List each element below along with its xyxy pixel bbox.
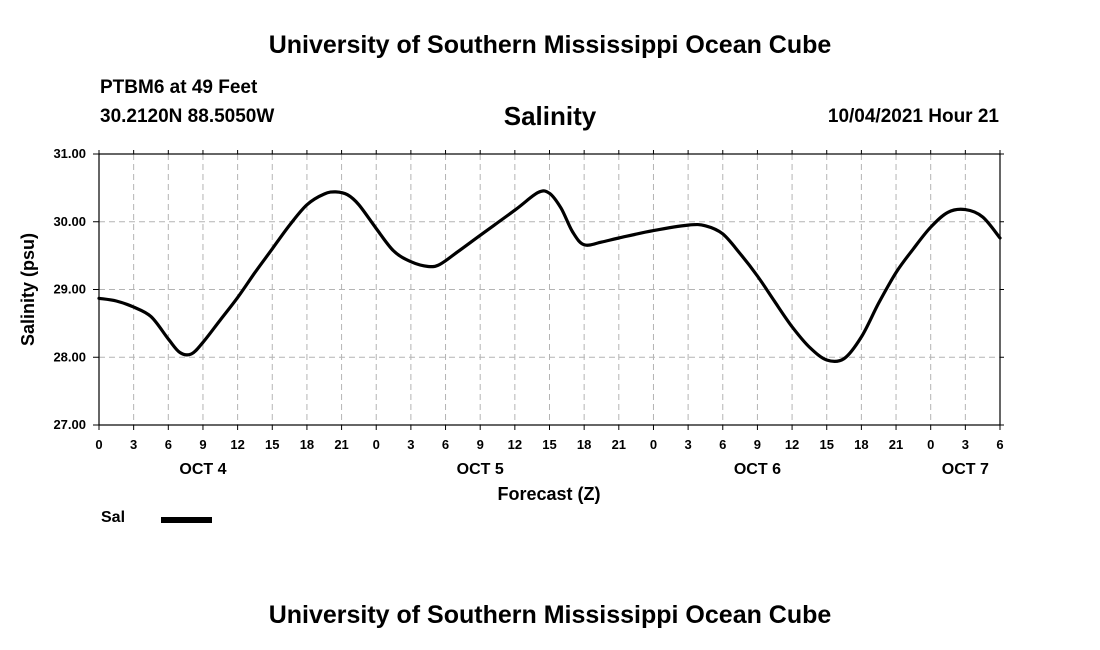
x-tick-label: 0 [373, 437, 380, 452]
day-label: OCT 6 [734, 461, 781, 478]
x-tick-label: 12 [230, 437, 244, 452]
station-label: PTBM6 at 49 Feet [100, 77, 258, 98]
plot-frame [98, 153, 1001, 426]
x-tick-label: 6 [442, 437, 449, 452]
variable-title: Salinity [503, 101, 597, 131]
tick-labels: 27.00 28.00 29.00 30.00 31.00 0 3 6 9 12 15 18 21 0 3 6… [53, 146, 1003, 478]
forecast-datetime: 10/04/2021 Hour 21 [827, 106, 999, 127]
y-tick-label: 30.00 [53, 214, 86, 229]
x-tick-label: 12 [785, 437, 799, 452]
x-tick-label: 3 [684, 437, 691, 452]
x-tick-label: 18 [854, 437, 868, 452]
x-tick-label: 3 [962, 437, 969, 452]
day-label: OCT 4 [179, 461, 226, 478]
x-tick-label: 6 [719, 437, 726, 452]
x-tick-label: 0 [650, 437, 657, 452]
salinity-series-line [97, 189, 1002, 364]
x-tick-label: 15 [819, 437, 833, 452]
day-label: OCT 7 [942, 461, 989, 478]
x-tick-label: 21 [889, 437, 903, 452]
grid-lines [99, 154, 1000, 425]
x-tick-label: 15 [265, 437, 279, 452]
y-tick-label: 29.00 [53, 282, 86, 297]
x-tick-label: 18 [577, 437, 591, 452]
footer-title: University of Southern Mississippi Ocean… [268, 601, 832, 629]
x-tick-label: 6 [996, 437, 1003, 452]
x-tick-label: 15 [542, 437, 556, 452]
x-tick-label: 18 [300, 437, 314, 452]
x-axis-label: Forecast (Z) [497, 484, 600, 504]
x-tick-label: 21 [612, 437, 626, 452]
x-tick-label: 3 [130, 437, 137, 452]
x-tick-label: 6 [165, 437, 172, 452]
x-tick-label: 3 [407, 437, 414, 452]
day-label: OCT 5 [457, 461, 504, 478]
legend-line-swatch [161, 517, 212, 523]
x-tick-label: 9 [754, 437, 761, 452]
axis-ticks [93, 150, 1004, 430]
y-tick-label: 27.00 [53, 417, 86, 432]
x-tick-label: 9 [199, 437, 206, 452]
legend-label: Sal [101, 509, 126, 526]
x-tick-label: 12 [508, 437, 522, 452]
chart-title: University of Southern Mississippi Ocean… [268, 31, 832, 59]
y-tick-label: 31.00 [53, 146, 86, 161]
x-tick-label: 21 [334, 437, 348, 452]
coordinates-label: 30.2120N 88.5050W [100, 106, 275, 127]
y-tick-label: 28.00 [53, 349, 86, 364]
x-tick-label: 0 [95, 437, 102, 452]
x-tick-label: 0 [927, 437, 934, 452]
x-tick-label: 9 [477, 437, 484, 452]
y-axis-label: Salinity (psu) [18, 233, 38, 346]
